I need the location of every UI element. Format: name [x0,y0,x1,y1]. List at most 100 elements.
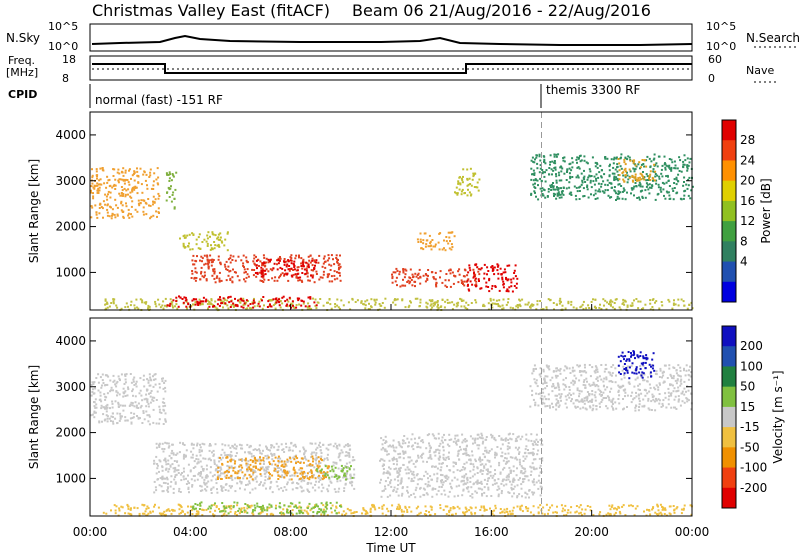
data-cell [179,491,182,493]
data-cell [209,471,212,474]
data-cell [410,445,413,448]
data-cell [532,179,535,182]
data-cell [370,305,372,308]
data-cell [400,477,403,480]
data-cell [529,304,532,307]
data-cell [461,281,464,284]
data-cell [330,465,333,468]
data-cell [165,305,168,308]
data-cell [167,442,170,445]
data-cell [431,487,434,490]
nsky-tick-bottom: 10^0 [48,40,78,53]
data-cell [560,165,562,168]
data-cell [649,387,652,390]
data-cell [335,257,338,259]
data-cell [533,468,536,471]
data-cell [595,369,598,372]
data-cell [248,482,251,485]
data-cell [501,304,504,307]
data-cell [455,485,458,488]
data-cell [192,303,194,306]
data-cell [199,454,202,457]
data-cell [125,205,128,208]
data-cell [458,458,460,461]
data-cell [685,364,688,367]
data-cell [316,464,319,467]
data-cell [164,468,167,471]
data-cell [551,385,554,388]
data-cell [538,457,541,460]
data-cell [549,298,552,301]
data-cell [562,383,565,386]
data-cell [501,276,504,279]
data-cell [690,371,693,374]
data-cell [593,394,596,397]
data-cell [686,157,689,160]
data-cell [191,485,194,488]
data-cell [136,210,139,213]
data-cell [260,452,263,455]
data-cell [524,451,527,454]
data-cell [124,381,127,384]
data-cell [269,299,272,301]
data-cell [422,493,425,496]
data-cell [317,301,320,304]
data-cell [480,287,483,290]
data-cell [603,377,606,380]
data-cell [168,180,171,182]
data-cell [201,300,204,303]
data-cell [206,299,209,302]
data-cell [318,460,321,463]
data-cell [170,457,173,459]
data-cell [147,381,150,384]
data-cell [121,189,124,192]
data-cell [678,156,681,159]
data-cell [463,452,466,455]
data-cell [139,298,142,301]
data-cell [148,176,151,178]
data-cell [612,407,614,410]
data-cell [153,491,156,494]
data-cell [224,265,227,268]
data-cell [263,278,266,281]
data-cell [291,449,294,452]
data-cell [296,475,299,478]
data-cell [277,257,280,260]
data-cell [469,480,472,483]
data-cell [600,175,603,178]
data-cell [552,188,555,191]
data-cell [248,473,251,476]
data-cell [213,247,216,250]
data-cell [526,303,529,306]
data-cell [416,238,419,241]
data-cell [217,474,220,477]
data-cell [189,469,192,472]
data-cell [274,456,277,459]
data-cell [195,238,198,241]
data-cell [206,258,209,261]
data-cell [564,402,567,405]
data-cell [322,257,325,260]
data-cell [158,212,160,214]
data-cell [467,486,470,489]
data-cell [104,203,107,206]
data-cell [516,496,519,499]
data-cell [341,470,344,473]
data-cell [589,406,592,409]
data-cell [626,365,629,368]
data-cell [626,158,629,161]
data-cell [592,298,594,301]
data-cell [384,297,387,300]
data-cell [628,358,631,361]
data-cell [106,383,109,386]
data-cell [550,168,553,171]
data-cell [251,301,254,304]
data-cell [145,405,148,408]
data-cell [520,483,523,486]
data-cell [530,433,533,436]
data-cell [534,404,537,407]
data-cell [633,372,636,375]
data-cell [90,191,92,194]
data-cell [214,244,217,247]
